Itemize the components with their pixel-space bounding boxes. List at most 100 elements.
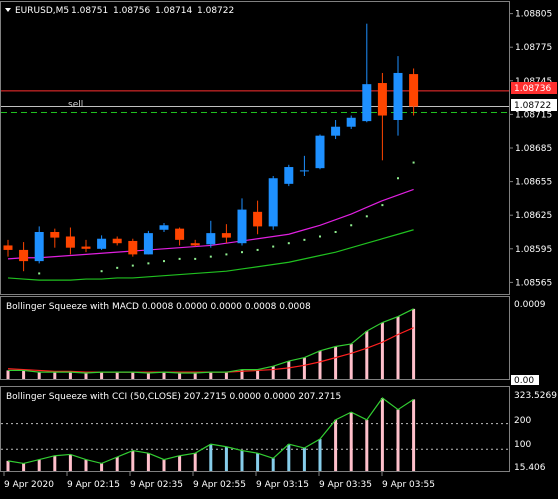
bear-candle[interactable] bbox=[221, 233, 231, 238]
macd-panel-title: Bollinger Squeeze with MACD 0.0008 0.000… bbox=[6, 302, 311, 312]
bull-candle[interactable] bbox=[206, 233, 216, 245]
time-axis: 9 Apr 2020 9 Apr 02:15 9 Apr 02:35 9 Apr 02… bbox=[3, 472, 435, 490]
time-tick-label: 9 Apr 02:55 bbox=[193, 480, 246, 490]
bull-candle[interactable] bbox=[34, 232, 44, 262]
price-tick-label: 1.08805 bbox=[515, 10, 552, 20]
open-value: 1.08751 bbox=[71, 6, 108, 16]
symbol-label: EURUSD,M5 bbox=[15, 6, 69, 16]
bull-candle[interactable] bbox=[159, 225, 169, 230]
bull-candle[interactable] bbox=[97, 238, 107, 249]
time-tick-label: 9 Apr 03:15 bbox=[256, 480, 309, 490]
price-tick-label: 1.08595 bbox=[515, 245, 552, 255]
bear-candle[interactable] bbox=[377, 83, 387, 116]
price-tick-label: 1.08625 bbox=[515, 211, 552, 221]
sar-dot bbox=[287, 242, 290, 245]
bear-candle[interactable] bbox=[112, 238, 122, 244]
sar-dot bbox=[272, 245, 275, 248]
cci-axis-100: 100 bbox=[514, 440, 531, 450]
price-tick-label: 1.08715 bbox=[515, 110, 552, 120]
sar-dot bbox=[225, 253, 228, 256]
cci-panel-frame bbox=[0, 386, 510, 472]
sar-dot bbox=[365, 215, 368, 218]
macd-axis-bottom: 0.00 bbox=[514, 376, 534, 386]
bear-candle[interactable] bbox=[50, 232, 60, 238]
red-line-price-tag bbox=[511, 82, 557, 94]
cci-axis-bottom: 15.406 bbox=[514, 463, 546, 473]
macd-panel-frame bbox=[0, 296, 510, 380]
bull-candle[interactable] bbox=[362, 84, 372, 122]
level-lines-layer bbox=[1, 90, 509, 114]
sar-dot bbox=[131, 264, 134, 267]
macd-signal-line bbox=[7, 327, 414, 373]
slow-ma-line bbox=[7, 229, 414, 281]
bear-candle[interactable] bbox=[175, 228, 185, 240]
time-tick-label: 9 Apr 02:15 bbox=[67, 480, 120, 490]
low-value: 1.08714 bbox=[155, 6, 192, 16]
sar-dot bbox=[319, 235, 321, 238]
bid-price-tag bbox=[511, 99, 557, 111]
sar-dot bbox=[163, 260, 165, 263]
bid-price-label: 1.08722 bbox=[514, 101, 551, 111]
macd-histogram-layer bbox=[6, 308, 416, 379]
bull-candle[interactable] bbox=[331, 126, 341, 136]
sar-dot bbox=[116, 266, 119, 269]
macd-axis-top: 0.0009 bbox=[514, 300, 546, 310]
sar-dot bbox=[178, 257, 181, 260]
bear-candle[interactable] bbox=[19, 249, 29, 262]
bear-candle[interactable] bbox=[3, 245, 13, 250]
sar-dot bbox=[334, 231, 337, 233]
cci-panel-title: Bollinger Squeeze with CCI (50,CLOSE) 20… bbox=[6, 392, 341, 402]
bear-candle[interactable] bbox=[190, 243, 200, 246]
bull-candle[interactable] bbox=[143, 233, 153, 255]
bear-candle[interactable] bbox=[81, 246, 91, 249]
sar-dot bbox=[381, 204, 384, 207]
red-line-price-label: 1.08736 bbox=[514, 84, 551, 94]
bull-candle[interactable] bbox=[315, 135, 325, 169]
bull-candle[interactable] bbox=[237, 209, 247, 244]
macd-axis-bottom-tag bbox=[511, 375, 539, 385]
sar-dot bbox=[38, 272, 41, 275]
sar-dot bbox=[303, 238, 306, 241]
bull-candle[interactable] bbox=[284, 167, 294, 184]
bull-candle[interactable] bbox=[268, 178, 278, 227]
cci-line bbox=[7, 397, 414, 465]
bull-candle[interactable] bbox=[346, 117, 356, 127]
bull-candle[interactable] bbox=[299, 170, 309, 172]
sar-dot bbox=[397, 177, 399, 180]
sell-label: sell bbox=[68, 100, 83, 110]
price-tick-label: 1.08655 bbox=[515, 178, 552, 188]
bear-candle[interactable] bbox=[253, 211, 263, 227]
symbol-dropdown-icon[interactable] bbox=[5, 8, 11, 12]
sar-dot bbox=[147, 262, 150, 265]
bear-candle[interactable] bbox=[409, 74, 419, 107]
candles-layer[interactable] bbox=[3, 23, 419, 272]
sar-dot bbox=[412, 161, 415, 164]
time-tick-label: 9 Apr 2020 bbox=[4, 480, 54, 490]
cci-histogram-layer bbox=[6, 397, 416, 471]
sar-dot bbox=[194, 257, 197, 260]
main-panel-frame bbox=[0, 1, 510, 295]
sar-dot bbox=[350, 224, 353, 227]
price-tick-label: 1.08565 bbox=[515, 278, 552, 288]
close-value: 1.08722 bbox=[197, 6, 234, 16]
bear-candle[interactable] bbox=[65, 236, 75, 248]
bull-candle[interactable] bbox=[393, 72, 403, 120]
bear-candle[interactable] bbox=[128, 240, 138, 255]
chart-title: EURUSD,M5 1.08751 1.08756 1.08714 1.0872… bbox=[5, 6, 234, 16]
high-value: 1.08756 bbox=[113, 6, 150, 16]
time-tick-label: 9 Apr 03:55 bbox=[382, 480, 435, 490]
cci-axis-top: 323.5269 bbox=[514, 391, 557, 401]
cci-axis-200: 200 bbox=[514, 416, 531, 426]
time-tick-label: 9 Apr 02:35 bbox=[130, 480, 183, 490]
sar-dots-layer bbox=[38, 161, 415, 275]
price-tick-label: 1.08745 bbox=[515, 77, 552, 87]
sar-dot bbox=[209, 255, 212, 258]
sar-dot bbox=[256, 248, 259, 251]
time-tick-label: 9 Apr 03:35 bbox=[319, 480, 372, 490]
sar-dot bbox=[100, 270, 103, 273]
price-tick-label: 1.08685 bbox=[515, 144, 552, 154]
sar-dot bbox=[241, 251, 243, 254]
price-tick-label: 1.08775 bbox=[515, 43, 552, 53]
